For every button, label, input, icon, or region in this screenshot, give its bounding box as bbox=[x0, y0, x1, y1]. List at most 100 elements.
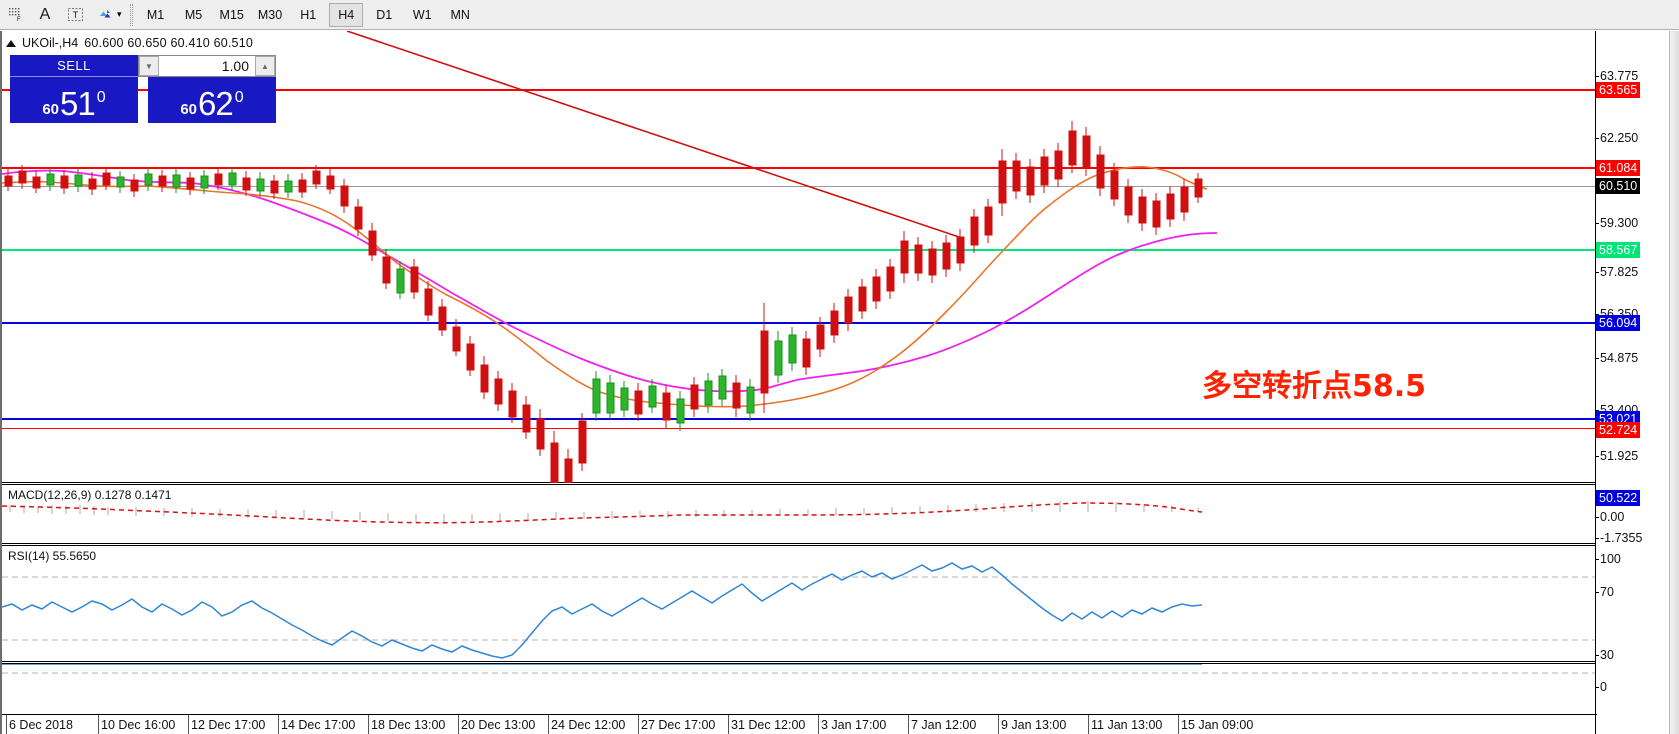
price-tick-51925: 51.925 bbox=[1595, 449, 1639, 463]
svg-text:T: T bbox=[72, 10, 78, 20]
price-label-50522[interactable]: 50.522 bbox=[1596, 490, 1641, 506]
timeframe-m5[interactable]: M5 bbox=[184, 7, 203, 22]
time-label-10: 7 Jan 12:00 bbox=[911, 718, 977, 732]
buy-price-main: 62 bbox=[198, 85, 234, 122]
time-label-6: 24 Dec 12:00 bbox=[551, 718, 626, 732]
time-label-0: 6 Dec 2018 bbox=[9, 718, 73, 732]
rsi-chart-svg bbox=[2, 562, 1597, 659]
vertical-scrollbar[interactable] bbox=[1669, 31, 1679, 734]
rsi-overflow-svg bbox=[2, 664, 1597, 674]
collapse-triangle-icon[interactable] bbox=[6, 39, 16, 47]
svg-text:F: F bbox=[17, 17, 21, 22]
time-label-12: 11 Jan 13:00 bbox=[1091, 718, 1163, 732]
time-label-11: 9 Jan 13:00 bbox=[1001, 718, 1067, 732]
rsi-label: RSI(14) 55.5650 bbox=[8, 549, 97, 563]
timeframe-m15[interactable]: M15 bbox=[219, 7, 244, 22]
rsi-tick-70: 70 bbox=[1596, 585, 1614, 599]
time-label-2: 12 Dec 17:00 bbox=[191, 718, 266, 732]
price-tick-62250: 62.250 bbox=[1595, 131, 1639, 145]
timeframe-h4[interactable]: H4 bbox=[329, 2, 364, 27]
price-label-current[interactable]: 60.510 bbox=[1596, 178, 1641, 194]
price-tick-57825: 57.825 bbox=[1595, 265, 1639, 279]
price-chart-svg bbox=[2, 31, 1218, 483]
price-axis-gutter[interactable]: 63.775 62.250 60.775 59.300 57.825 56.35… bbox=[1595, 31, 1669, 506]
candlestick-series bbox=[4, 121, 1203, 483]
sell-price-main: 51 bbox=[60, 85, 96, 122]
price-tick-63775: 63.775 bbox=[1595, 69, 1639, 83]
rsi-axis-gutter: 100 70 30 bbox=[1595, 545, 1669, 663]
macd-chart-svg bbox=[2, 501, 1203, 524]
text-box-icon[interactable]: T bbox=[60, 2, 90, 28]
crosshair-grid-glyph: F bbox=[8, 8, 21, 22]
descending-trendline bbox=[346, 31, 963, 239]
price-label-61084[interactable]: 61.084 bbox=[1596, 160, 1641, 176]
price-tick-59300: 59.300 bbox=[1595, 216, 1639, 230]
sell-button[interactable]: SELL 60 51 0 bbox=[10, 55, 138, 123]
buy-price-pip: 0 bbox=[234, 89, 244, 106]
time-label-1: 10 Dec 16:00 bbox=[101, 718, 176, 732]
shapes-icon[interactable] bbox=[90, 2, 120, 28]
time-label-8: 31 Dec 12:00 bbox=[731, 718, 806, 732]
macd-pane[interactable]: MACD(12,26,9) 0.1278 0.1471 bbox=[2, 484, 1597, 544]
price-label-52724[interactable]: 52.724 bbox=[1596, 422, 1641, 438]
rsi-line bbox=[2, 562, 1203, 659]
resistance-line-61084 bbox=[2, 167, 1597, 169]
support-line-56094 bbox=[2, 322, 1597, 324]
text-label-icon[interactable]: A bbox=[39, 5, 51, 23]
macd-tick-zero: 0.00 bbox=[1595, 510, 1625, 524]
crosshair-grid-icon[interactable]: F bbox=[0, 2, 30, 28]
rsi-pane[interactable]: RSI(14) 55.5650 bbox=[2, 545, 1597, 662]
time-label-13: 15 Jan 09:00 bbox=[1181, 718, 1254, 732]
text-box-glyph: T bbox=[67, 8, 83, 21]
timeframe-m1[interactable]: M1 bbox=[146, 7, 165, 22]
timeframe-m30[interactable]: M30 bbox=[257, 7, 283, 22]
symbol-name: UKOil-,H4 bbox=[22, 36, 79, 50]
timeframe-d1[interactable]: D1 bbox=[376, 7, 393, 22]
time-gutter: 0 bbox=[1595, 663, 1669, 734]
toolbar-separator bbox=[129, 3, 133, 26]
volume-stepper[interactable]: ▼ 1.00 ▲ bbox=[138, 55, 276, 77]
volume-input[interactable]: 1.00 bbox=[221, 58, 249, 74]
time-axis-pane bbox=[2, 663, 1597, 734]
macd-tick-min: -1.7355 bbox=[1595, 531, 1643, 545]
resistance-line-63565 bbox=[2, 89, 1597, 91]
timeframe-h1[interactable]: H1 bbox=[300, 7, 317, 22]
ma-slow-magenta bbox=[2, 169, 1218, 393]
sell-price-pip: 0 bbox=[96, 89, 106, 106]
time-label-4: 18 Dec 13:00 bbox=[371, 718, 446, 732]
timeframe-mn[interactable]: MN bbox=[450, 7, 470, 22]
time-label-3: 14 Dec 17:00 bbox=[281, 718, 356, 732]
one-click-trading-panel[interactable]: SELL 60 51 0 BUY 60 62 0 ▼ 1.00 ▲ bbox=[10, 55, 276, 123]
price-label-58567[interactable]: 58.567 bbox=[1596, 242, 1641, 258]
symbol-header: UKOil-,H4 60.600 60.650 60.410 60.510 bbox=[6, 36, 253, 50]
ma-fast-orange bbox=[2, 165, 1208, 408]
shapes-glyph bbox=[99, 10, 110, 18]
main-toolbar: F A T ▾ M1 M5 M15 M30 H1 H4 D1 W1 MN bbox=[0, 0, 1679, 30]
pivot-annotation: 多空转折点58.5 bbox=[1202, 369, 1427, 404]
ohlc-values: 60.600 60.650 60.410 60.510 bbox=[84, 36, 254, 50]
price-label-63565[interactable]: 63.565 bbox=[1596, 82, 1641, 98]
time-label-7: 27 Dec 17:00 bbox=[641, 718, 716, 732]
macd-histogram bbox=[9, 501, 1199, 522]
macd-signal-line bbox=[2, 502, 1203, 524]
sell-price: 60 51 0 bbox=[10, 77, 138, 123]
chevron-down-icon[interactable]: ▾ bbox=[117, 9, 122, 19]
price-tick-54875: 54.875 bbox=[1595, 351, 1639, 365]
volume-increase-icon[interactable]: ▲ bbox=[255, 56, 275, 76]
buy-price: 60 62 0 bbox=[148, 77, 276, 123]
pivot-line-58567 bbox=[2, 249, 1597, 251]
time-label-5: 20 Dec 13:00 bbox=[461, 718, 536, 732]
macd-label: MACD(12,26,9) 0.1278 0.1471 bbox=[8, 488, 172, 502]
time-axis-divider bbox=[2, 714, 1597, 715]
rsi-tick-100: 100 bbox=[1596, 552, 1621, 566]
time-label-9: 3 Jan 17:00 bbox=[821, 718, 887, 732]
support-line-53021 bbox=[2, 418, 1597, 420]
sell-price-prefix: 60 bbox=[42, 101, 60, 118]
price-label-56094[interactable]: 56.094 bbox=[1596, 315, 1641, 331]
chart-window: 多空转折点58.5 63.775 62.250 60.775 59.300 57… bbox=[0, 31, 1679, 734]
timeframe-w1[interactable]: W1 bbox=[412, 7, 432, 22]
volume-decrease-icon[interactable]: ▼ bbox=[139, 56, 159, 76]
time-axis-labels[interactable]: 6 Dec 2018 10 Dec 16:00 12 Dec 17:00 14 … bbox=[2, 664, 1597, 734]
last-price-line bbox=[2, 186, 1597, 187]
support-line-52724 bbox=[2, 428, 1597, 429]
